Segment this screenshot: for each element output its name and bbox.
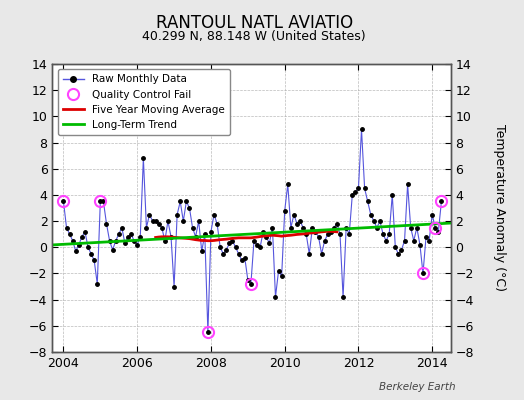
Text: 40.299 N, 88.148 W (United States): 40.299 N, 88.148 W (United States): [143, 30, 366, 43]
Text: RANTOUL NATL AVIATIO: RANTOUL NATL AVIATIO: [156, 14, 353, 32]
Legend: Raw Monthly Data, Quality Control Fail, Five Year Moving Average, Long-Term Tren: Raw Monthly Data, Quality Control Fail, …: [58, 69, 230, 135]
Y-axis label: Temperature Anomaly (°C): Temperature Anomaly (°C): [494, 124, 506, 292]
Text: Berkeley Earth: Berkeley Earth: [379, 382, 456, 392]
